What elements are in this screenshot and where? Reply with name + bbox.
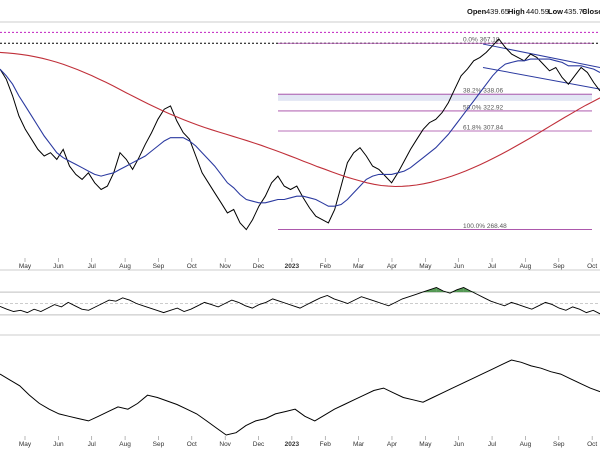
indicator-x-tick-label-3: Aug	[119, 441, 131, 448]
low-value: 435.79	[564, 7, 587, 16]
indicator-x-tick-label-8: 2023	[285, 441, 300, 448]
price-x-tick-label-4: Sep	[153, 263, 165, 270]
indicator-x-tick-label-1: Jun	[53, 441, 64, 448]
price-series-0-close	[0, 38, 600, 231]
indicator-x-tick-label-5: Oct	[187, 441, 197, 448]
osc-overbought-fill-68	[456, 287, 464, 293]
channel-line-lower	[482, 66, 600, 90]
fib-level-label-3: 61.8% 307.84	[463, 124, 504, 131]
indicator-x-tick-label-10: Mar	[353, 441, 365, 448]
price-x-tick-label-12: May	[419, 263, 432, 270]
fib-level-label-0: 0.0% 367.18	[463, 37, 500, 44]
price-x-tick-label-8: 2023	[285, 263, 300, 270]
indicator-x-tick-label-2: Jul	[88, 441, 97, 448]
indicator-x-tick-label-16: Sep	[553, 441, 565, 448]
price-x-tick-label-0: May	[19, 263, 32, 270]
low-label: Low	[548, 7, 563, 16]
price-panel: 0.0% 367.18 38.2% 338.06 50.0% 322.92 61.8%…	[0, 31, 600, 231]
price-x-tick-label-13: Jun	[453, 263, 464, 270]
high-label: High	[508, 7, 525, 16]
indicator-x-tick-label-4: Sep	[153, 441, 165, 448]
indicator-x-tick-label-9: Feb	[320, 441, 332, 448]
oscillator-series	[0, 287, 600, 315]
indicator-x-axis: May Jun Jul Aug Sep Oct Nov Dec 2023 Feb Mar Apr May…	[19, 436, 597, 448]
channel-line-upper	[482, 43, 600, 68]
price-x-tick-label-3: Aug	[119, 263, 131, 270]
price-x-tick-label-11: Apr	[387, 263, 398, 270]
high-value: 440.59	[526, 7, 549, 16]
indicator-x-tick-label-11: Apr	[387, 441, 398, 448]
price-x-tick-label-1: Jun	[53, 263, 64, 270]
indicator-x-tick-label-12: May	[419, 441, 432, 448]
fib-level-label-2: 50.0% 322.92	[463, 104, 504, 111]
price-series-1-moving-average	[0, 58, 600, 207]
indicator-x-tick-label-0: May	[19, 441, 32, 448]
price-x-tick-label-7: Dec	[253, 263, 265, 270]
open-value: 439.65	[486, 7, 509, 16]
indicator-x-tick-label-13: Jun	[453, 441, 464, 448]
indicator-panel	[0, 359, 600, 436]
price-x-tick-label-9: Feb	[320, 263, 332, 270]
indicator-x-tick-label-6: Nov	[219, 441, 231, 448]
price-x-tick-label-5: Oct	[187, 263, 197, 270]
indicator-x-tick-label-7: Dec	[253, 441, 265, 448]
osc-overbought-fill-64	[429, 287, 437, 293]
open-label: Open	[467, 7, 487, 16]
price-x-tick-label-10: Mar	[353, 263, 365, 270]
price-x-tick-label-16: Sep	[553, 263, 565, 270]
fib-level-label-1: 38.2% 338.06	[463, 88, 504, 95]
price-series-2-moving-average	[0, 51, 600, 188]
indicator-x-tick-label-17: Oct	[587, 441, 597, 448]
indicator-x-tick-label-14: Jul	[488, 441, 497, 448]
price-x-tick-label-6: Nov	[219, 263, 231, 270]
indicator-x-tick-label-15: Aug	[520, 441, 532, 448]
fib-zone	[278, 94, 592, 101]
price-x-tick-label-14: Jul	[488, 263, 497, 270]
price-x-tick-label-17: Oct	[587, 263, 597, 270]
oscillator-panel	[0, 287, 600, 316]
close-label: Close	[582, 7, 600, 16]
price-x-tick-label-15: Aug	[520, 263, 532, 270]
price-x-axis: May Jun Jul Aug Sep Oct Nov Dec 2023 Feb Mar Apr May…	[19, 258, 597, 270]
indicator-series	[0, 359, 600, 436]
price-x-tick-label-2: Jul	[88, 263, 97, 270]
fib-level-label-4: 100.0% 268.48	[463, 223, 507, 230]
